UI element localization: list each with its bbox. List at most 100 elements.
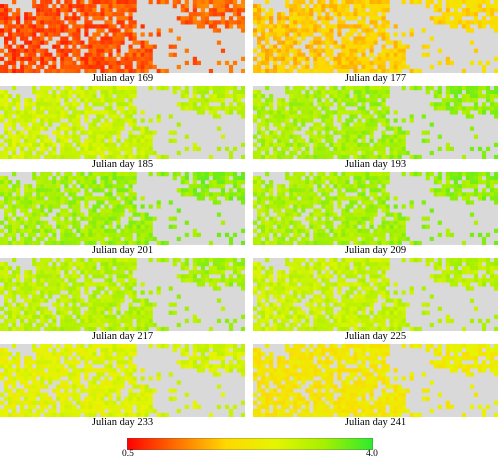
heatmap-cell [397, 232, 402, 238]
heatmap-cell [100, 110, 105, 115]
heatmap-cell [341, 294, 346, 299]
heatmap-cell [369, 138, 374, 143]
heatmap-cell [357, 12, 362, 17]
heatmap-cell [212, 94, 218, 99]
heatmap-cell [317, 302, 322, 307]
heatmap-cell [24, 102, 29, 107]
heatmap-cell [212, 106, 218, 111]
heatmap-cell [116, 134, 121, 139]
heatmap-cell [20, 146, 25, 152]
heatmap-cell [120, 282, 125, 287]
heatmap-cell [381, 196, 386, 201]
heatmap-cell [196, 270, 201, 275]
heatmap-cell [333, 266, 338, 271]
heatmap-cell [140, 24, 145, 29]
heatmap-cell [373, 208, 378, 213]
heatmap-cell [4, 188, 9, 193]
heatmap-cell [325, 4, 330, 9]
heatmap-cell [313, 48, 318, 53]
heatmap-cell [381, 8, 386, 13]
heatmap-cell [40, 32, 45, 37]
heatmap-cell [341, 282, 346, 287]
heatmap-cell [212, 266, 218, 271]
heatmap-cell [136, 326, 141, 331]
heatmap-cell [80, 184, 85, 189]
heatmap-cell [12, 48, 17, 53]
heatmap-cell [200, 176, 205, 181]
heatmap-cell [329, 188, 334, 193]
heatmap-cell [40, 142, 45, 147]
heatmap-cell [232, 258, 238, 263]
heatmap-cell [317, 122, 322, 127]
heatmap-cell [64, 90, 69, 95]
heatmap-cell [0, 4, 5, 9]
heatmap-cell [493, 56, 498, 61]
heatmap-cell [20, 134, 25, 139]
heatmap-cell [96, 232, 101, 238]
heatmap-cell [293, 270, 298, 275]
heatmap-cell [485, 0, 491, 5]
heatmap-cell [92, 220, 97, 225]
heatmap-cell [453, 20, 458, 25]
heatmap-cell [36, 180, 41, 185]
heatmap-cell [220, 274, 226, 279]
heatmap-cell [385, 314, 390, 319]
heatmap-cell [92, 258, 97, 263]
heatmap-cell [100, 68, 105, 73]
heatmap-cell [28, 146, 33, 152]
heatmap-cell [281, 98, 286, 103]
heatmap-cell [377, 28, 382, 33]
heatmap-cell [273, 24, 278, 29]
heatmap-cell [60, 322, 65, 328]
heatmap-cell [64, 4, 69, 9]
heatmap-cell [457, 278, 463, 283]
heatmap-cell [40, 64, 45, 70]
heatmap-cell [24, 122, 29, 127]
heatmap-cell [357, 314, 362, 319]
heatmap-cell [28, 24, 33, 29]
heatmap-cell [433, 106, 438, 111]
heatmap-cell [20, 60, 25, 66]
heatmap-cell [377, 154, 382, 159]
heatmap-cell [361, 184, 366, 189]
heatmap-cell [353, 270, 358, 275]
heatmap-cell [128, 258, 133, 263]
heatmap-cell [357, 56, 362, 61]
heatmap-cell [184, 16, 189, 21]
heatmap-cell [377, 32, 382, 37]
heatmap-cell [52, 240, 57, 245]
heatmap-cell [180, 188, 185, 193]
heatmap-cell [377, 4, 382, 9]
heatmap-cell [281, 40, 286, 45]
heatmap-cell [52, 44, 57, 49]
heatmap-cell [293, 98, 298, 103]
heatmap-cell [36, 266, 41, 271]
heatmap-cell [12, 274, 17, 279]
heatmap-cell [337, 44, 342, 49]
heatmap-cell [333, 196, 338, 201]
heatmap-cell [72, 60, 77, 66]
heatmap-cell [353, 306, 358, 311]
heatmap-cell [100, 232, 105, 238]
heatmap-cell [369, 52, 374, 57]
heatmap-cell [92, 228, 97, 233]
heatmap-cell [44, 28, 49, 33]
heatmap-cell [325, 262, 330, 267]
heatmap-cell [449, 262, 454, 267]
heatmap-cell [144, 212, 149, 217]
heatmap-cell [289, 212, 294, 217]
heatmap-cell [12, 310, 17, 315]
heatmap-cell [72, 24, 77, 29]
heatmap-cell [269, 98, 274, 103]
heatmap-cell [72, 122, 77, 127]
heatmap-cell [365, 314, 370, 319]
heatmap-cell [48, 138, 53, 143]
heatmap-cell [341, 278, 346, 283]
heatmap-cell [253, 142, 258, 147]
heatmap-cell [373, 172, 378, 177]
heatmap-cell [64, 232, 69, 238]
heatmap-cell [192, 20, 197, 25]
heatmap-cell [285, 114, 290, 119]
heatmap-cell [401, 310, 406, 315]
heatmap-cell [477, 90, 483, 95]
